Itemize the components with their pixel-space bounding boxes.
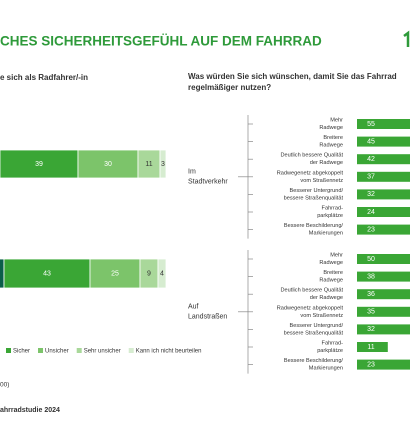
bar	[357, 119, 410, 129]
segment-label: 30	[104, 161, 112, 168]
row-label: Mehr	[330, 117, 343, 123]
bar-label: 55	[367, 121, 375, 128]
bar-label: 38	[367, 273, 375, 280]
bar	[357, 359, 410, 370]
bar-label: 36	[367, 291, 375, 298]
row-label: Breitere	[323, 270, 343, 276]
bar-segment	[157, 258, 167, 289]
bar	[357, 224, 410, 235]
row-label: Bessere Beschilderung/	[284, 223, 344, 229]
row-label: Radwegenetz abgekoppelt	[277, 305, 344, 311]
group-label: Im	[188, 169, 196, 176]
row-label: der Radwege	[310, 160, 343, 166]
group-label: Auf	[188, 304, 199, 311]
bar-segment	[89, 258, 141, 289]
legend-label: Kann ich nicht beurteilen	[136, 349, 202, 355]
legend-swatch	[76, 348, 82, 353]
bar-label: 32	[367, 326, 375, 333]
right-title-line: regelmäßiger nutzen?	[188, 83, 271, 92]
row-label: Radwegenetz abgekoppelt	[277, 170, 344, 176]
row-label: parkplätze	[317, 348, 343, 354]
segment-label: 11	[145, 161, 152, 168]
bar	[357, 271, 410, 282]
row-label: Radwege	[319, 278, 343, 284]
row-label: Deutlich bessere Qualität	[281, 288, 344, 294]
row-label: Deutlich bessere Qualität	[281, 153, 344, 159]
bar-segment	[0, 258, 5, 289]
segment-label: 3	[161, 161, 165, 168]
segment-label: 39	[35, 161, 43, 168]
row-label: Radwege	[319, 260, 343, 266]
bar-segment	[159, 149, 167, 179]
row-label: Besserer Untergrund/	[290, 188, 344, 194]
legend-swatch	[6, 348, 11, 353]
bar	[357, 306, 410, 317]
segment-label: 9	[147, 270, 151, 277]
bar	[357, 171, 410, 182]
row-label: parkplätze	[317, 213, 343, 219]
row-label: Fahrrad-	[322, 340, 344, 346]
row-label: Besserer Untergrund/	[290, 323, 344, 329]
row-label: Breitere	[323, 135, 343, 141]
bar-label: 37	[367, 174, 375, 181]
bar-label: 50	[367, 256, 375, 263]
bar-label: 11	[367, 344, 374, 351]
legend-label: Unsicher	[45, 349, 69, 355]
bar	[357, 189, 410, 200]
row-label: Markierungen	[309, 366, 343, 372]
row-label: vom Straßennetz	[300, 178, 343, 184]
bar	[357, 154, 410, 165]
segment-label: 43	[43, 270, 51, 277]
bar-label: 42	[367, 156, 375, 163]
legend-swatch	[128, 348, 134, 353]
footnote: 00)	[0, 382, 9, 389]
legend-swatch	[38, 348, 44, 353]
row-label: vom Straßennetz	[300, 313, 343, 319]
source: ahrradstudie 2024	[0, 407, 60, 414]
bar-segment	[77, 149, 139, 179]
legend-label: Sicher	[13, 349, 30, 355]
bar	[357, 136, 410, 147]
bar-label: 24	[367, 209, 375, 216]
bar	[357, 324, 410, 335]
row-label: Radwege	[319, 125, 343, 131]
row-label: Fahrrad-	[322, 205, 344, 211]
bar-label: 23	[367, 226, 375, 233]
group-label: Stadtverkehr	[188, 179, 228, 186]
segment-label: 25	[111, 270, 119, 277]
row-label: der Radwege	[310, 295, 343, 301]
group-label: Landstraßen	[188, 314, 227, 321]
left-subtitle: e sich als Radfahrer/-in	[0, 73, 88, 82]
bar-label: 35	[367, 309, 375, 316]
bar	[357, 342, 388, 352]
row-label: Markierungen	[309, 231, 343, 237]
segment-label: 4	[160, 270, 164, 277]
right-title-line: Was würden Sie sich wünschen, damit Sie …	[188, 72, 397, 81]
row-label: Mehr	[330, 252, 343, 258]
page-title: CHES SICHERHEITSGEFÜHL AUF DEM FAHRRAD	[0, 34, 322, 49]
bar	[357, 289, 410, 300]
row-label: bessere Straßenqualität	[284, 330, 344, 336]
row-label: Radwege	[319, 143, 343, 149]
bar-label: 45	[367, 138, 375, 145]
legend-label: Sehr unsicher	[84, 349, 121, 355]
bar	[357, 207, 410, 217]
bar-label: 32	[367, 191, 375, 198]
logo-fragment	[403, 30, 410, 47]
bar-label: 23	[367, 361, 375, 368]
row-label: Bessere Beschilderung/	[284, 358, 344, 364]
row-label: bessere Straßenqualität	[284, 195, 344, 201]
bar	[357, 254, 410, 264]
